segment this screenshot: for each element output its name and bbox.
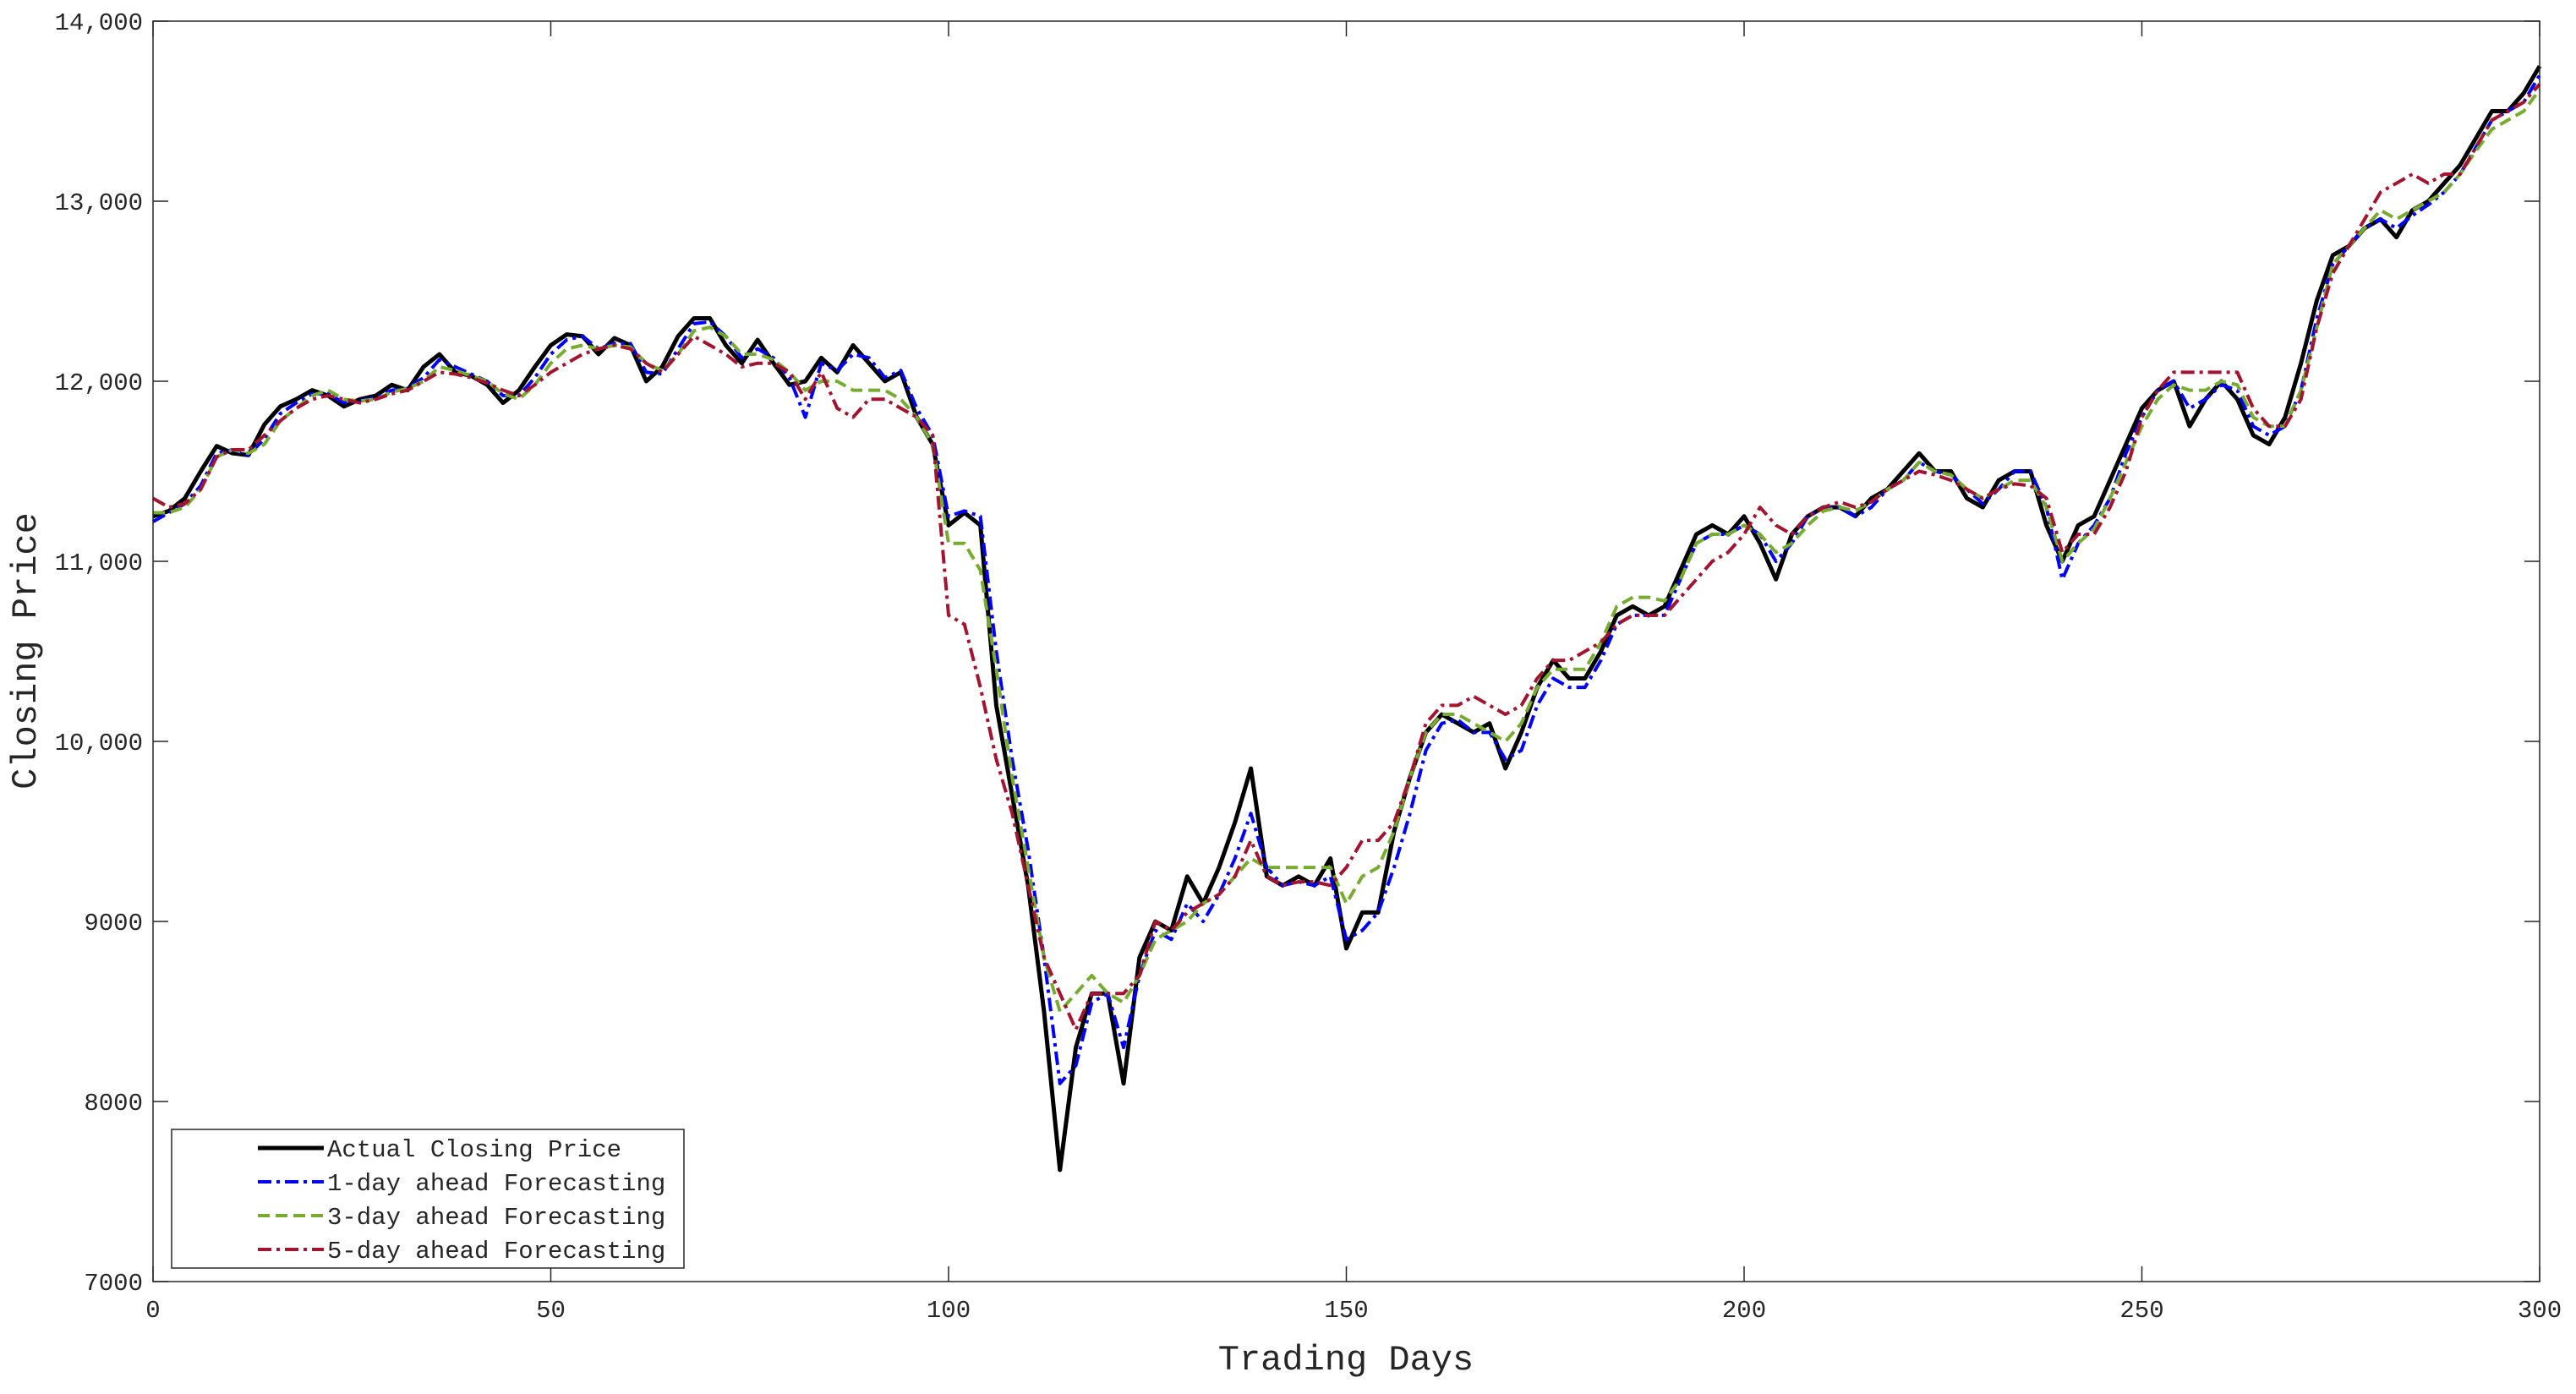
legend: Actual Closing Price 1-day ahead Forecast… xyxy=(171,1129,685,1269)
y-axis-label: Closing Price xyxy=(6,512,46,790)
x-tick-label: 150 xyxy=(1324,1297,1368,1325)
y-tick-label: 7000 xyxy=(84,1270,143,1298)
x-tick-label: 250 xyxy=(2119,1297,2163,1325)
legend-box xyxy=(171,1129,685,1269)
x-axis-label: Trading Days xyxy=(1218,1340,1474,1380)
legend-label: Actual Closing Price xyxy=(327,1136,621,1164)
y-tick-label: 8000 xyxy=(84,1090,143,1118)
legend-label: 5-day ahead Forecasting xyxy=(327,1238,665,1266)
series-line xyxy=(152,74,2541,1085)
plot-frame xyxy=(152,20,2540,1282)
x-tick-label: 300 xyxy=(2518,1297,2562,1325)
x-tick-label: 0 xyxy=(145,1297,160,1325)
series-line xyxy=(152,83,2541,1031)
y-tick-label: 13,000 xyxy=(55,189,143,217)
legend-label: 1-day ahead Forecasting xyxy=(327,1170,665,1198)
series-line xyxy=(153,88,2541,1014)
y-tick-label: 14,000 xyxy=(55,9,143,37)
y-tick-label: 10,000 xyxy=(55,730,143,757)
x-tick-label: 100 xyxy=(927,1297,971,1325)
y-tick-label: 11,000 xyxy=(55,549,143,577)
x-tick-label: 50 xyxy=(536,1297,566,1325)
y-tick-label: 12,000 xyxy=(55,369,143,397)
series-line xyxy=(152,64,2542,1173)
legend-label: 3-day ahead Forecasting xyxy=(327,1204,665,1232)
x-tick-label: 200 xyxy=(1722,1297,1766,1325)
y-tick-label: 9000 xyxy=(84,910,143,938)
